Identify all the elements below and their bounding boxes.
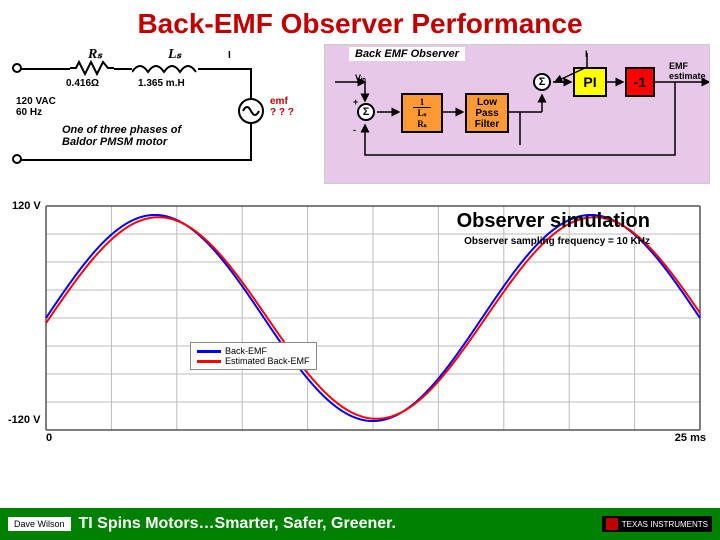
y-bot-label: -120 V — [8, 414, 40, 426]
i-label: I — [228, 50, 231, 61]
footer-tagline: TI Spins Motors…Smarter, Safer, Greener. — [79, 515, 602, 533]
ti-chip-icon — [606, 518, 618, 530]
x-right-label: 25 ms — [675, 432, 706, 444]
legend-2: Estimated Back-EMF — [225, 356, 310, 366]
footer-author: Dave Wilson — [8, 517, 71, 531]
y-top-label: 120 V — [12, 200, 41, 212]
chart-title: Observer simulation — [457, 210, 650, 233]
source-label: 120 VAC 60 Hz — [16, 96, 56, 118]
top-row: Rₛ Lₛ I 0.416Ω 1.365 m.H 120 VAC 60 Hz e… — [0, 44, 720, 184]
terminal-icon — [12, 63, 22, 73]
emf-label: emf ? ? ? — [270, 96, 294, 118]
footer: Dave Wilson TI Spins Motors…Smarter, Saf… — [0, 508, 720, 540]
resistor-icon — [70, 60, 114, 76]
observer-diagram: Back EMF Observer Vᵢₙ I Σ + - 1 Lₛ Rₛ Lo… — [324, 44, 710, 184]
ti-logo: TEXAS INSTRUMENTS — [602, 516, 712, 532]
chart-legend: Back-EMF Estimated Back-EMF — [190, 342, 317, 370]
sine-source-icon — [238, 98, 264, 124]
x-left-label: 0 — [46, 432, 52, 444]
simulation-chart: 120 V -120 V 0 25 ms Observer simulation… — [10, 192, 710, 452]
logo-text: TEXAS INSTRUMENTS — [622, 520, 708, 529]
circuit-diagram: Rₛ Lₛ I 0.416Ω 1.365 m.H 120 VAC 60 Hz e… — [10, 44, 320, 184]
circuit-caption: One of three phases of Baldor PMSM motor — [62, 124, 181, 148]
page-title: Back-EMF Observer Performance — [0, 0, 720, 44]
inductor-icon — [132, 60, 198, 76]
legend-1: Back-EMF — [225, 346, 267, 356]
ls-value: 1.365 m.H — [138, 78, 185, 89]
rs-value: 0.416Ω — [66, 78, 99, 89]
observer-arrows — [325, 45, 709, 183]
chart-subtitle: Observer sampling frequency = 10 KHz — [464, 236, 650, 247]
